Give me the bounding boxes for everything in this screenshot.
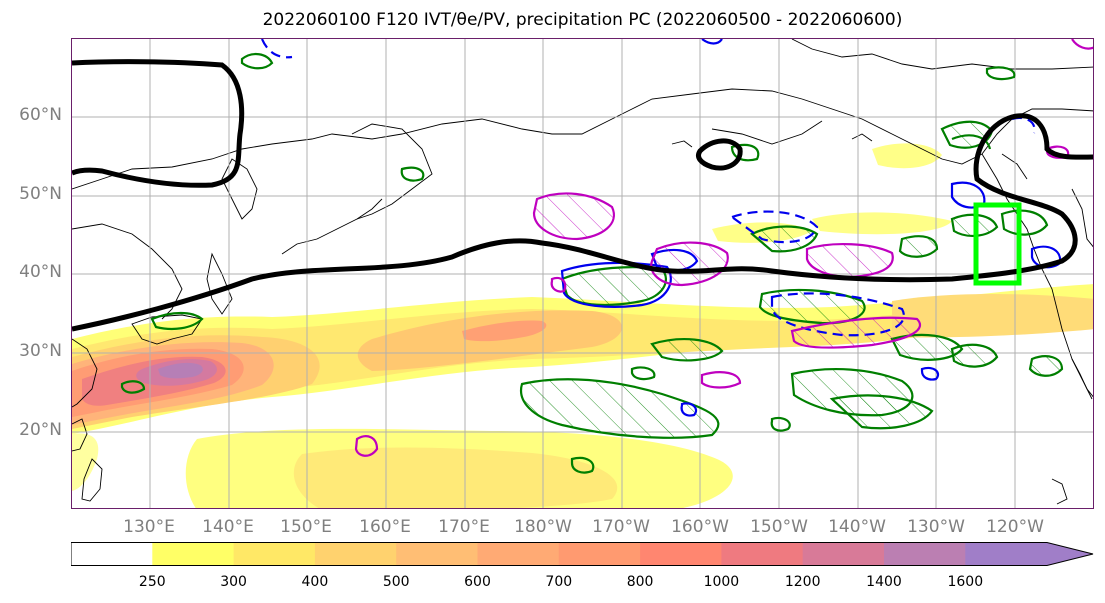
ivt-east-blob3 <box>892 294 1093 338</box>
lon-label-140e: 140°E <box>202 517 254 537</box>
green-contours <box>120 53 1064 474</box>
colorbar-cell <box>152 542 235 566</box>
lat-label-30n: 30°N <box>19 341 62 361</box>
magenta-contours <box>354 39 1093 457</box>
black-contour <box>72 59 1093 332</box>
colorbar-tick-label: 400 <box>301 574 329 590</box>
colorbar-outline <box>71 542 1094 566</box>
ivt-band-300 <box>72 309 972 427</box>
ivt-east-blob <box>872 143 942 169</box>
lon-label-160w: 160°W <box>671 517 729 537</box>
coastlines <box>72 39 1093 505</box>
colorbar-tick-label: 1600 <box>947 574 984 590</box>
ivt-core-1200 <box>158 362 203 379</box>
ivt-band-mid <box>462 320 547 342</box>
lat-label-50n: 50°N <box>19 184 62 204</box>
colorbar-cell <box>884 542 966 566</box>
lat-label-60n: 60°N <box>19 105 62 125</box>
map-title: 2022060100 F120 IVT/θe/PV, precipitation… <box>262 10 903 30</box>
colorbar-tick-label: 800 <box>626 574 654 590</box>
colorbar-cell <box>71 542 153 566</box>
lon-label-170e: 170°E <box>438 517 490 537</box>
colorbar-tick-label: 600 <box>464 574 491 590</box>
lon-label-130w: 130°W <box>907 517 965 537</box>
lon-label-150w: 150°W <box>750 517 808 537</box>
lon-label-160e: 160°E <box>359 517 411 537</box>
colorbar-tick-label: 1400 <box>866 574 902 590</box>
colorbar-cell <box>721 542 804 566</box>
colorbar-tick-label: 300 <box>220 574 247 590</box>
colorbar-cell <box>396 542 478 566</box>
lon-label-130e: 130°E <box>123 517 175 537</box>
colorbar-tick-label: 1200 <box>784 574 821 590</box>
colorbar-cells <box>71 542 1093 566</box>
ivt-east-blob2 <box>812 212 952 235</box>
lat-label-20n: 20°N <box>19 420 62 440</box>
colorbar-tick-label: 250 <box>138 574 166 590</box>
lon-label-120w: 120°W <box>986 517 1044 537</box>
colorbar-cell <box>477 542 560 566</box>
colorbar <box>71 542 1094 566</box>
lon-label-180w: 180°W <box>514 517 572 537</box>
colorbar-tick-label: 700 <box>545 574 573 590</box>
colorbar-cell <box>233 542 316 566</box>
ivt-west-edge <box>72 433 99 491</box>
lon-label-140w: 140°W <box>828 517 886 537</box>
lon-label-150e: 150°E <box>280 517 332 537</box>
map-canvas <box>72 39 1093 508</box>
colorbar-cell <box>314 542 397 566</box>
lat-label-40n: 40°N <box>19 262 62 282</box>
target-region-box <box>973 202 1022 286</box>
colorbar-cell <box>558 542 641 566</box>
colorbar-tick-label: 500 <box>382 574 410 590</box>
colorbar-cell <box>965 542 1093 566</box>
ivt-south-inner <box>293 447 618 508</box>
colorbar-cell <box>640 542 722 566</box>
colorbar-cell <box>802 542 885 566</box>
lon-label-170w: 170°W <box>592 517 650 537</box>
map-panel <box>71 38 1094 509</box>
colorbar-tick-label: 1000 <box>703 574 740 590</box>
